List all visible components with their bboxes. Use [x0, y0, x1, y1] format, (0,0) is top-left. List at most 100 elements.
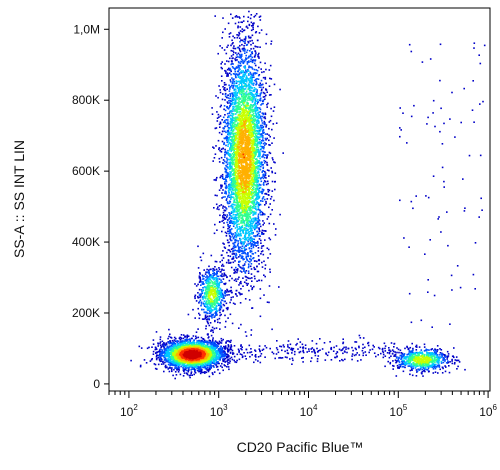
event-point [344, 358, 346, 361]
event-point [232, 243, 235, 245]
event-point [263, 174, 266, 177]
event-point [229, 255, 232, 258]
event-point [213, 277, 216, 279]
event-point [236, 214, 238, 216]
event-point [246, 49, 249, 52]
event-point [443, 354, 446, 356]
event-point [216, 294, 219, 297]
event-point [260, 133, 263, 135]
event-point [162, 355, 165, 357]
event-point [372, 344, 374, 347]
event-point [335, 352, 337, 355]
event-point [263, 162, 266, 164]
event-point [231, 196, 234, 198]
event-point [299, 346, 302, 349]
event-point [241, 81, 244, 83]
event-point [229, 133, 232, 136]
event-point [220, 156, 223, 159]
event-point [250, 103, 252, 106]
event-point [252, 231, 254, 234]
event-point [244, 233, 247, 236]
event-point [215, 127, 218, 129]
event-point [264, 123, 266, 126]
event-point [223, 246, 226, 248]
event-point [429, 239, 431, 241]
event-point [236, 223, 239, 226]
event-point [248, 265, 250, 267]
event-point [255, 138, 257, 140]
event-point [225, 302, 228, 305]
event-point [230, 103, 233, 106]
event-point [240, 282, 242, 285]
event-point [254, 72, 256, 74]
event-point [247, 40, 249, 43]
event-point [252, 243, 255, 246]
event-point [226, 88, 228, 90]
event-point [236, 34, 238, 36]
event-point [268, 175, 270, 177]
event-point [429, 353, 431, 355]
event-point [258, 190, 260, 193]
event-point [287, 346, 289, 348]
event-point [222, 310, 224, 312]
event-point [220, 301, 222, 303]
event-point [384, 365, 386, 368]
event-point [408, 292, 411, 295]
event-point [222, 360, 224, 363]
event-point [420, 372, 423, 374]
event-point [409, 373, 411, 376]
event-point [250, 43, 252, 46]
event-point [323, 342, 326, 344]
event-point [171, 343, 174, 345]
event-point [266, 154, 268, 157]
event-point [254, 100, 257, 103]
event-point [411, 369, 413, 371]
event-point [242, 40, 245, 43]
event-point [252, 246, 255, 249]
event-point [173, 362, 176, 365]
event-point [259, 161, 261, 163]
event-point [255, 69, 258, 71]
event-point [237, 21, 240, 24]
event-point [220, 345, 222, 348]
event-point [250, 48, 252, 50]
event-point [232, 247, 234, 250]
event-point [263, 294, 265, 296]
event-point [254, 252, 257, 254]
event-point [342, 359, 344, 362]
event-point [214, 349, 217, 351]
event-point [226, 289, 229, 292]
event-point [206, 315, 209, 318]
event-point [433, 364, 436, 366]
event-point [258, 66, 260, 69]
event-point [258, 141, 261, 143]
event-point [398, 351, 400, 354]
event-point [239, 80, 241, 83]
event-point [230, 205, 232, 208]
event-point [245, 270, 248, 272]
event-point [252, 28, 254, 31]
event-point [247, 35, 250, 38]
event-point [351, 358, 353, 361]
event-point [249, 50, 251, 52]
event-point [232, 261, 235, 264]
event-point [225, 183, 227, 185]
event-point [241, 80, 243, 82]
event-point [218, 281, 221, 284]
event-point [228, 128, 230, 130]
event-point [257, 194, 260, 196]
event-point [221, 289, 223, 291]
event-point [166, 345, 169, 348]
event-point [217, 275, 220, 278]
event-point [167, 368, 169, 370]
event-point [233, 268, 236, 271]
event-point [220, 306, 223, 309]
event-point [203, 341, 205, 343]
event-point [261, 156, 263, 158]
event-point [230, 220, 233, 223]
event-point [221, 80, 223, 82]
event-point [220, 275, 223, 277]
event-point [418, 369, 420, 371]
event-point [251, 101, 254, 103]
event-point [251, 229, 253, 232]
